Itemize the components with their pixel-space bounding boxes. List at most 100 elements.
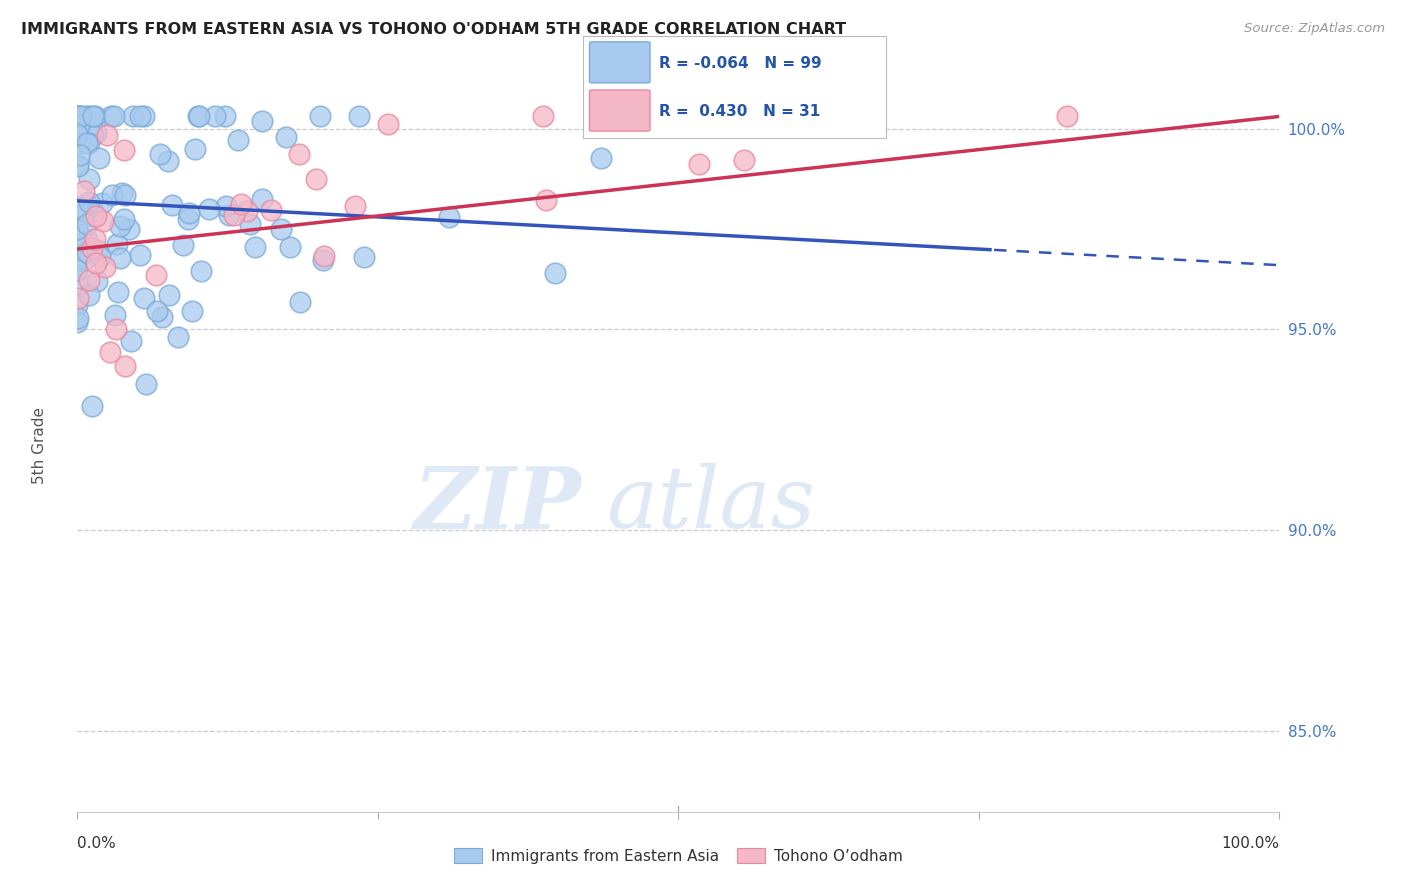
Point	[112, 211, 135, 226]
Point	[288, 146, 311, 161]
Point	[70, 110, 93, 124]
Point	[544, 266, 567, 280]
Point	[146, 303, 169, 318]
Point	[69, 136, 91, 150]
Point	[67, 158, 90, 172]
Point	[179, 206, 201, 220]
Point	[66, 110, 89, 124]
Point	[112, 143, 135, 157]
Point	[83, 110, 105, 124]
Point	[66, 315, 89, 329]
Point	[76, 136, 98, 150]
Point	[236, 204, 259, 219]
Point	[66, 253, 89, 268]
Point	[132, 110, 155, 124]
Point	[66, 298, 89, 312]
Point	[67, 277, 90, 292]
Text: 5th Grade: 5th Grade	[32, 408, 48, 484]
Point	[66, 110, 89, 124]
Point	[349, 110, 371, 124]
Point	[129, 248, 152, 262]
Point	[184, 142, 207, 156]
Point	[73, 184, 96, 198]
Point	[69, 110, 91, 124]
Legend: Immigrants from Eastern Asia, Tohono O’odham: Immigrants from Eastern Asia, Tohono O’o…	[449, 842, 908, 870]
Point	[222, 208, 245, 222]
Point	[239, 217, 262, 231]
Point	[96, 128, 118, 142]
Point	[243, 240, 266, 254]
Text: R = -0.064   N = 99: R = -0.064 N = 99	[659, 56, 821, 70]
Point	[80, 399, 103, 413]
Point	[108, 219, 131, 233]
Point	[118, 222, 141, 236]
Point	[149, 146, 172, 161]
Text: R =  0.430   N = 31: R = 0.430 N = 31	[659, 104, 820, 120]
Point	[82, 110, 104, 124]
Point	[135, 377, 157, 392]
Point	[312, 249, 335, 263]
Point	[70, 207, 93, 221]
Point	[304, 171, 326, 186]
Point	[67, 311, 90, 326]
Point	[274, 130, 297, 145]
Point	[114, 187, 136, 202]
Point	[1056, 110, 1078, 124]
Point	[73, 252, 96, 266]
Text: atlas: atlas	[606, 463, 815, 546]
Point	[197, 202, 219, 216]
Point	[67, 200, 90, 214]
Point	[439, 210, 461, 224]
Point	[312, 252, 335, 267]
Point	[87, 152, 110, 166]
Point	[84, 256, 107, 270]
Point	[172, 238, 194, 252]
Point	[270, 222, 292, 236]
Point	[105, 236, 128, 251]
Point	[107, 285, 129, 299]
Point	[152, 310, 174, 324]
Point	[86, 274, 108, 288]
Point	[290, 295, 312, 310]
FancyBboxPatch shape	[589, 42, 650, 83]
Point	[69, 147, 91, 161]
Point	[75, 110, 97, 124]
Point	[100, 110, 122, 124]
Point	[84, 209, 107, 223]
Point	[76, 245, 98, 260]
Point	[77, 287, 100, 301]
Point	[145, 268, 167, 283]
Point	[122, 110, 145, 124]
Point	[534, 193, 557, 207]
Point	[77, 172, 100, 186]
Text: 100.0%: 100.0%	[1222, 836, 1279, 851]
Point	[214, 110, 236, 124]
Point	[77, 136, 100, 151]
Point	[67, 291, 90, 305]
Point	[105, 322, 128, 336]
Point	[120, 334, 142, 348]
Point	[157, 154, 180, 169]
Point	[114, 359, 136, 373]
Point	[91, 213, 114, 227]
Point	[66, 263, 89, 277]
Point	[67, 118, 90, 132]
Point	[104, 308, 127, 322]
Point	[111, 186, 134, 200]
Point	[252, 192, 274, 206]
Point	[666, 110, 689, 124]
Point	[66, 159, 89, 173]
Point	[77, 194, 100, 209]
Point	[128, 110, 150, 124]
Point	[82, 210, 104, 224]
Point	[278, 240, 301, 254]
Point	[190, 264, 212, 278]
Point	[187, 110, 209, 124]
Point	[80, 241, 103, 255]
Point	[215, 199, 238, 213]
Point	[84, 126, 107, 140]
Point	[101, 187, 124, 202]
Point	[76, 217, 98, 231]
Point	[177, 212, 200, 227]
Point	[77, 110, 100, 124]
